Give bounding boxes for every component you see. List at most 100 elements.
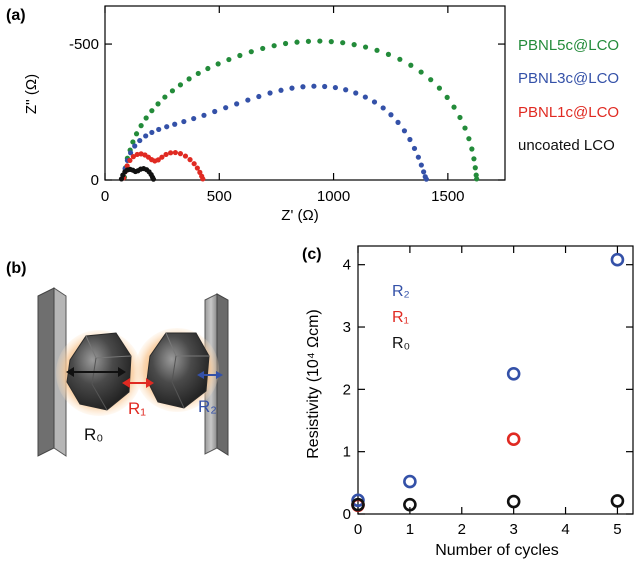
data-point: [407, 136, 413, 143]
data-point: [245, 97, 251, 103]
data-point: [137, 137, 143, 144]
data-point: [385, 51, 392, 57]
data-point: [150, 176, 157, 182]
data-point: [401, 128, 408, 134]
data-point: [256, 93, 262, 100]
data-point: [155, 157, 161, 163]
x-tick-label: 5: [613, 521, 621, 538]
data-point: [128, 150, 134, 156]
data-point: [169, 88, 176, 94]
data-point: [474, 176, 480, 182]
data-point: [506, 366, 521, 381]
data-point: [149, 129, 155, 136]
plot-c-tick-labels: 0 1 2 3 4 5 0 1 2 3 4: [343, 257, 622, 538]
data-point: [397, 56, 403, 62]
r2-arrow: [197, 371, 223, 379]
data-point: [149, 108, 155, 114]
data-point: [300, 84, 306, 90]
data-point: [436, 85, 442, 91]
data-point: [317, 38, 323, 44]
x-tick-label: 1500: [431, 188, 464, 205]
data-point: [248, 49, 254, 55]
data-point: [462, 125, 468, 131]
data-point: [226, 56, 232, 63]
data-point: [388, 112, 394, 118]
data-point: [143, 133, 149, 139]
x-tick-label: 2: [458, 521, 466, 538]
y-tick-label: 4: [343, 257, 351, 274]
x-tick-label: 1000: [317, 188, 350, 205]
data-point: [181, 118, 187, 125]
data-point: [234, 101, 240, 107]
data-point: [343, 87, 349, 93]
panel-a-label: (a): [6, 7, 26, 24]
plot-a-ylabel: Z'' (Ω): [23, 74, 40, 114]
data-point: [340, 40, 346, 46]
data-point: [143, 115, 149, 121]
data-point: [260, 45, 266, 52]
data-point: [471, 156, 477, 162]
plot-c-frame: [357, 245, 634, 515]
data-point: [408, 62, 414, 68]
plot-a-ticks: [104, 6, 505, 181]
data-point: [177, 151, 184, 157]
data-point: [172, 121, 178, 127]
data-point: [124, 163, 130, 169]
y-tick-label: -500: [69, 36, 99, 53]
data-point: [418, 162, 424, 168]
data-point: [267, 90, 273, 96]
x-tick-label: 0: [354, 521, 362, 538]
data-point: [194, 165, 200, 171]
data-point: [403, 497, 417, 512]
x-tick-label: 1: [406, 521, 414, 538]
data-point: [380, 105, 386, 111]
data-point: [322, 83, 328, 90]
nyquist-plot: 0 500 1000 1500 0 -500 Z' (Ω) Z'' (Ω) PBNL5c@…: [23, 5, 619, 224]
y-tick-label: 2: [343, 381, 351, 398]
legend-pbnl3c: PBNL3c@LCO: [518, 70, 619, 87]
particle-right: [135, 328, 219, 412]
data-point: [177, 82, 184, 88]
data-point: [271, 43, 277, 49]
data-point: [610, 494, 625, 508]
data-point: [403, 474, 417, 489]
data-point: [182, 153, 189, 159]
resistivity-plot: 0 1 2 3 4 5 0 1 2 3 4 Number of cycles Resistivity…: [305, 245, 634, 559]
data-point: [237, 52, 243, 59]
data-point: [506, 432, 521, 447]
data-point: [353, 90, 359, 96]
legend-r1: R₁: [392, 309, 409, 326]
legend-uncoated: uncoated LCO: [518, 137, 615, 154]
r1-label: R₁: [128, 399, 146, 418]
data-point: [469, 146, 475, 152]
data-point: [159, 154, 165, 160]
data-point: [156, 126, 162, 133]
data-point: [411, 145, 418, 152]
data-point: [289, 85, 295, 91]
data-point: [201, 112, 207, 118]
data-point: [205, 65, 211, 72]
data-point: [351, 42, 357, 48]
data-point: [215, 61, 221, 67]
data-point: [186, 76, 192, 82]
x-tick-label: 0: [101, 188, 109, 205]
data-point: [351, 493, 365, 508]
data-point: [311, 83, 317, 89]
legend-r2: R₂: [392, 283, 410, 300]
x-tick-label: 3: [509, 521, 517, 538]
data-point: [200, 176, 206, 182]
data-point: [168, 150, 174, 156]
legend-r0: R₀: [392, 335, 410, 352]
plot-a-xlabel: Z' (Ω): [281, 207, 318, 224]
data-point: [130, 154, 136, 160]
plot-c-legend: R₂ R₁ R₀: [392, 283, 410, 352]
data-point: [451, 104, 457, 110]
data-point: [127, 157, 133, 164]
data-point: [332, 84, 338, 91]
data-point: [466, 136, 472, 142]
data-point: [282, 40, 289, 47]
panel-c-label: (c): [302, 246, 322, 263]
data-point: [223, 105, 229, 111]
r2-label: R₂: [198, 397, 217, 416]
